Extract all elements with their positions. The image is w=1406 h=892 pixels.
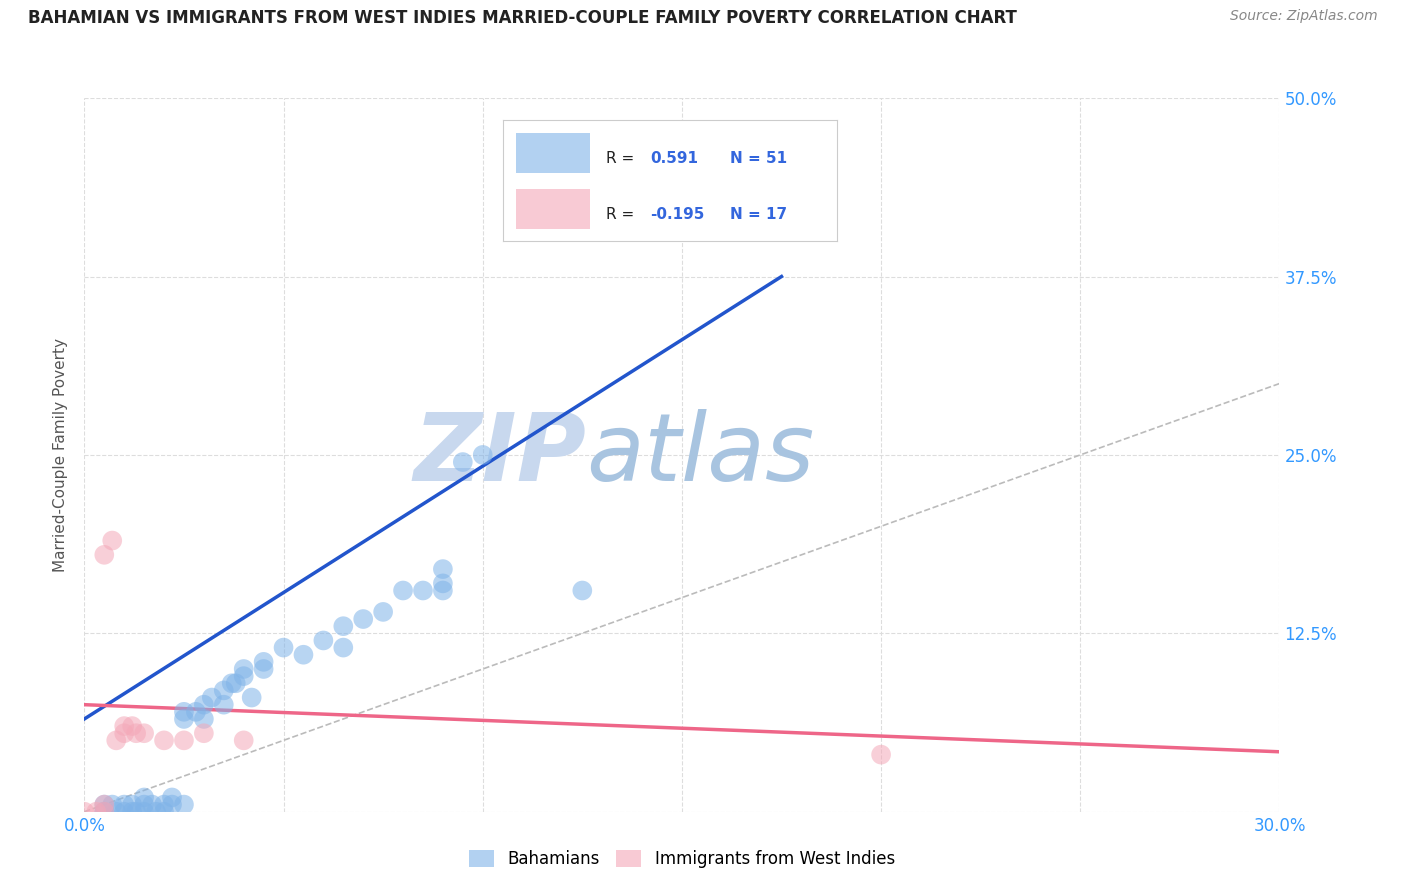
Point	[112, 719, 135, 733]
Point	[121, 805, 143, 819]
Point	[232, 733, 254, 747]
Point	[132, 726, 156, 740]
Point	[173, 712, 195, 726]
Point	[352, 612, 374, 626]
Point	[105, 805, 128, 819]
Point	[86, 805, 108, 819]
Point	[193, 726, 215, 740]
Point	[392, 583, 415, 598]
Point	[153, 805, 176, 819]
Point	[125, 805, 148, 819]
Text: ZIP: ZIP	[413, 409, 586, 501]
Point	[173, 797, 195, 812]
Point	[173, 705, 195, 719]
Point	[212, 683, 235, 698]
Point	[232, 662, 254, 676]
Point	[153, 797, 176, 812]
Point	[225, 676, 247, 690]
Point	[273, 640, 295, 655]
Point	[571, 583, 593, 598]
Point	[141, 797, 163, 812]
Point	[93, 797, 115, 812]
Point	[432, 583, 454, 598]
Point	[432, 576, 454, 591]
Point	[93, 805, 115, 819]
Point	[253, 662, 276, 676]
Point	[112, 797, 135, 812]
Point	[232, 669, 254, 683]
Point	[93, 548, 115, 562]
Point	[292, 648, 315, 662]
Point	[221, 676, 243, 690]
Point	[132, 797, 156, 812]
Point	[132, 805, 156, 819]
Point	[173, 733, 195, 747]
Point	[93, 797, 115, 812]
Point	[112, 805, 135, 819]
Y-axis label: Married-Couple Family Poverty: Married-Couple Family Poverty	[53, 338, 69, 572]
Point	[193, 698, 215, 712]
Point	[870, 747, 893, 762]
Point	[160, 790, 183, 805]
Point	[371, 605, 394, 619]
Point	[551, 219, 574, 234]
Point	[312, 633, 335, 648]
Point	[451, 455, 474, 469]
Point	[101, 797, 124, 812]
Legend: Bahamians, Immigrants from West Indies: Bahamians, Immigrants from West Indies	[463, 843, 901, 875]
Point	[145, 805, 167, 819]
Point	[121, 719, 143, 733]
Point	[412, 583, 434, 598]
Point	[93, 805, 115, 819]
Point	[332, 640, 354, 655]
Text: atlas: atlas	[586, 409, 814, 500]
Point	[193, 712, 215, 726]
Point	[432, 562, 454, 576]
Point	[132, 790, 156, 805]
Point	[471, 448, 494, 462]
Point	[153, 733, 176, 747]
Point	[101, 533, 124, 548]
Point	[160, 797, 183, 812]
Point	[212, 698, 235, 712]
Point	[184, 705, 207, 719]
Point	[93, 805, 115, 819]
Point	[332, 619, 354, 633]
Text: Source: ZipAtlas.com: Source: ZipAtlas.com	[1230, 9, 1378, 23]
Point	[253, 655, 276, 669]
Point	[125, 726, 148, 740]
Point	[105, 733, 128, 747]
Point	[240, 690, 263, 705]
Text: BAHAMIAN VS IMMIGRANTS FROM WEST INDIES MARRIED-COUPLE FAMILY POVERTY CORRELATIO: BAHAMIAN VS IMMIGRANTS FROM WEST INDIES …	[28, 9, 1017, 27]
Point	[73, 805, 96, 819]
Point	[112, 726, 135, 740]
Point	[121, 797, 143, 812]
Point	[201, 690, 224, 705]
